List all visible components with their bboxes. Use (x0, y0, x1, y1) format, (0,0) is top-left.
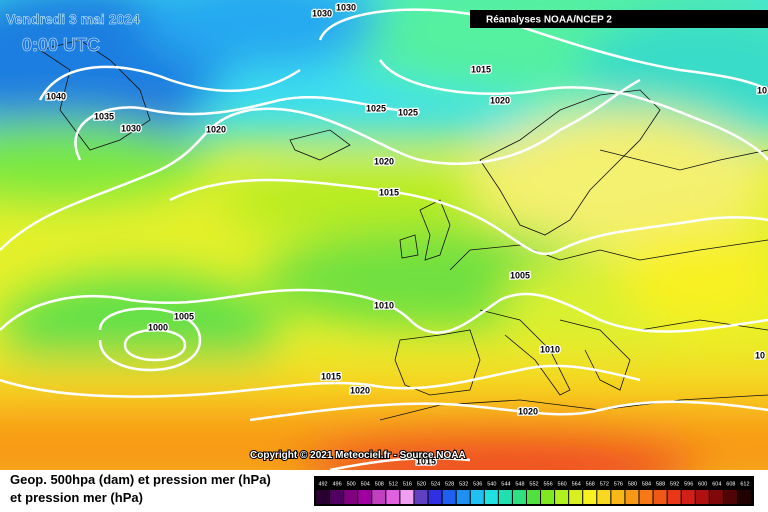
scale-label: 568 (586, 481, 595, 487)
scale-label: 524 (431, 481, 440, 487)
scale-swatch (470, 490, 484, 504)
isobar-label: 1015 (471, 64, 491, 74)
scale-label: 608 (726, 481, 735, 487)
scale-swatch (512, 490, 526, 504)
scale-label: 612 (740, 481, 749, 487)
scale-label: 560 (558, 481, 567, 487)
scale-swatch (316, 490, 330, 504)
scale-label: 496 (333, 481, 342, 487)
scale-swatch (484, 490, 498, 504)
isobar-label: 1000 (148, 322, 168, 332)
scale-swatch (653, 490, 667, 504)
scale-label: 504 (361, 481, 370, 487)
scale-label: 592 (670, 481, 679, 487)
scale-swatch (498, 490, 512, 504)
isobar-label: 1020 (374, 156, 394, 166)
scale-label: 596 (684, 481, 693, 487)
isobar-label: 1005 (510, 270, 530, 280)
isobar-label: 1030 (121, 123, 141, 133)
isobar-label: 1005 (174, 311, 194, 321)
source-badge: Réanalyses NOAA/NCEP 2 (486, 15, 612, 26)
isobar-label: 10 (757, 85, 767, 95)
time-label: 0:00 UTC (22, 35, 100, 55)
scale-swatch (667, 490, 681, 504)
scale-swatch (428, 490, 442, 504)
scale-swatch (737, 490, 751, 504)
legend-title: Geop. 500hpa (dam) et pression mer (hPa) (10, 472, 271, 487)
scale-label: 576 (614, 481, 623, 487)
scale-label: 564 (572, 481, 581, 487)
scale-label: 540 (487, 481, 496, 487)
date-label: Vendredi 3 mai 2024 (6, 11, 140, 27)
isobar-label: 1040 (46, 91, 66, 101)
scale-swatch (541, 490, 555, 504)
isobar-label: 1015 (321, 371, 341, 381)
scale-swatch (526, 490, 541, 504)
color-scale: 492 496 500 504 508 512 516 520 524 528 532 536 540 5… (316, 481, 751, 504)
scale-label: 600 (698, 481, 707, 487)
scale-swatch (400, 490, 414, 504)
isobar-label: 1020 (350, 385, 370, 395)
scale-swatch (456, 490, 470, 504)
scale-label: 520 (417, 481, 426, 487)
scale-label: 512 (389, 481, 398, 487)
scale-label: 528 (445, 481, 454, 487)
scale-swatch (386, 490, 400, 504)
isobar-label: 1010 (374, 300, 394, 310)
isobar-label: 1015 (379, 187, 399, 197)
scale-swatch (358, 490, 372, 504)
isobar-label: 1020 (518, 406, 538, 416)
scale-label: 580 (628, 481, 637, 487)
isobar-label: 1015 (416, 456, 436, 466)
scale-swatch (695, 490, 709, 504)
scale-label: 588 (656, 481, 665, 487)
scale-label: 604 (712, 481, 721, 487)
scale-label: 500 (347, 481, 356, 487)
scale-swatch (639, 490, 653, 504)
scale-swatch (709, 490, 723, 504)
isobar-label: 1030 (312, 8, 332, 18)
scale-swatch (330, 490, 344, 504)
scale-label: 508 (375, 481, 384, 487)
isobars (0, 8, 768, 470)
scale-swatch (555, 490, 569, 504)
isobar-label: 1025 (366, 103, 386, 113)
scale-swatch (625, 490, 639, 504)
scale-label: 492 (318, 481, 327, 487)
scale-label: 584 (642, 481, 651, 487)
scale-swatch (569, 490, 583, 504)
isobar-labels: 1030 1030 1040 1035 1030 1020 1015 1020 1025 1025… (45, 1, 768, 468)
scale-label: 532 (459, 481, 468, 487)
scale-swatch (611, 490, 625, 504)
isobar-label: 1020 (206, 124, 226, 134)
scale-label: 556 (543, 481, 552, 487)
isobar-label: 1010 (540, 344, 560, 354)
scale-label: 516 (403, 481, 412, 487)
copyright: Copyright © 2021 Meteociel.fr - Source N… (250, 450, 466, 461)
coastlines (39, 39, 768, 421)
legend-subtitle: et pression mer (hPa) (10, 490, 143, 505)
isobar-label: 10 (755, 350, 765, 360)
scale-swatch (597, 490, 611, 504)
source-badge-bg (470, 10, 768, 28)
isobar-label: 1020 (490, 95, 510, 105)
scale-swatch (583, 490, 597, 504)
scale-swatch (414, 490, 428, 504)
scale-swatch (344, 490, 358, 504)
isobar-label: 1030 (336, 2, 356, 12)
scale-label: 536 (473, 481, 482, 487)
scale-label: 548 (515, 481, 524, 487)
scale-label: 544 (501, 481, 510, 487)
scale-swatch (442, 490, 456, 504)
scale-swatch (681, 490, 695, 504)
scale-label: 572 (600, 481, 609, 487)
scale-swatch (372, 490, 386, 504)
isobar-label: 1025 (398, 107, 418, 117)
scale-label: 552 (529, 481, 538, 487)
isobar-label: 1035 (94, 111, 114, 121)
scale-swatch (723, 490, 737, 504)
